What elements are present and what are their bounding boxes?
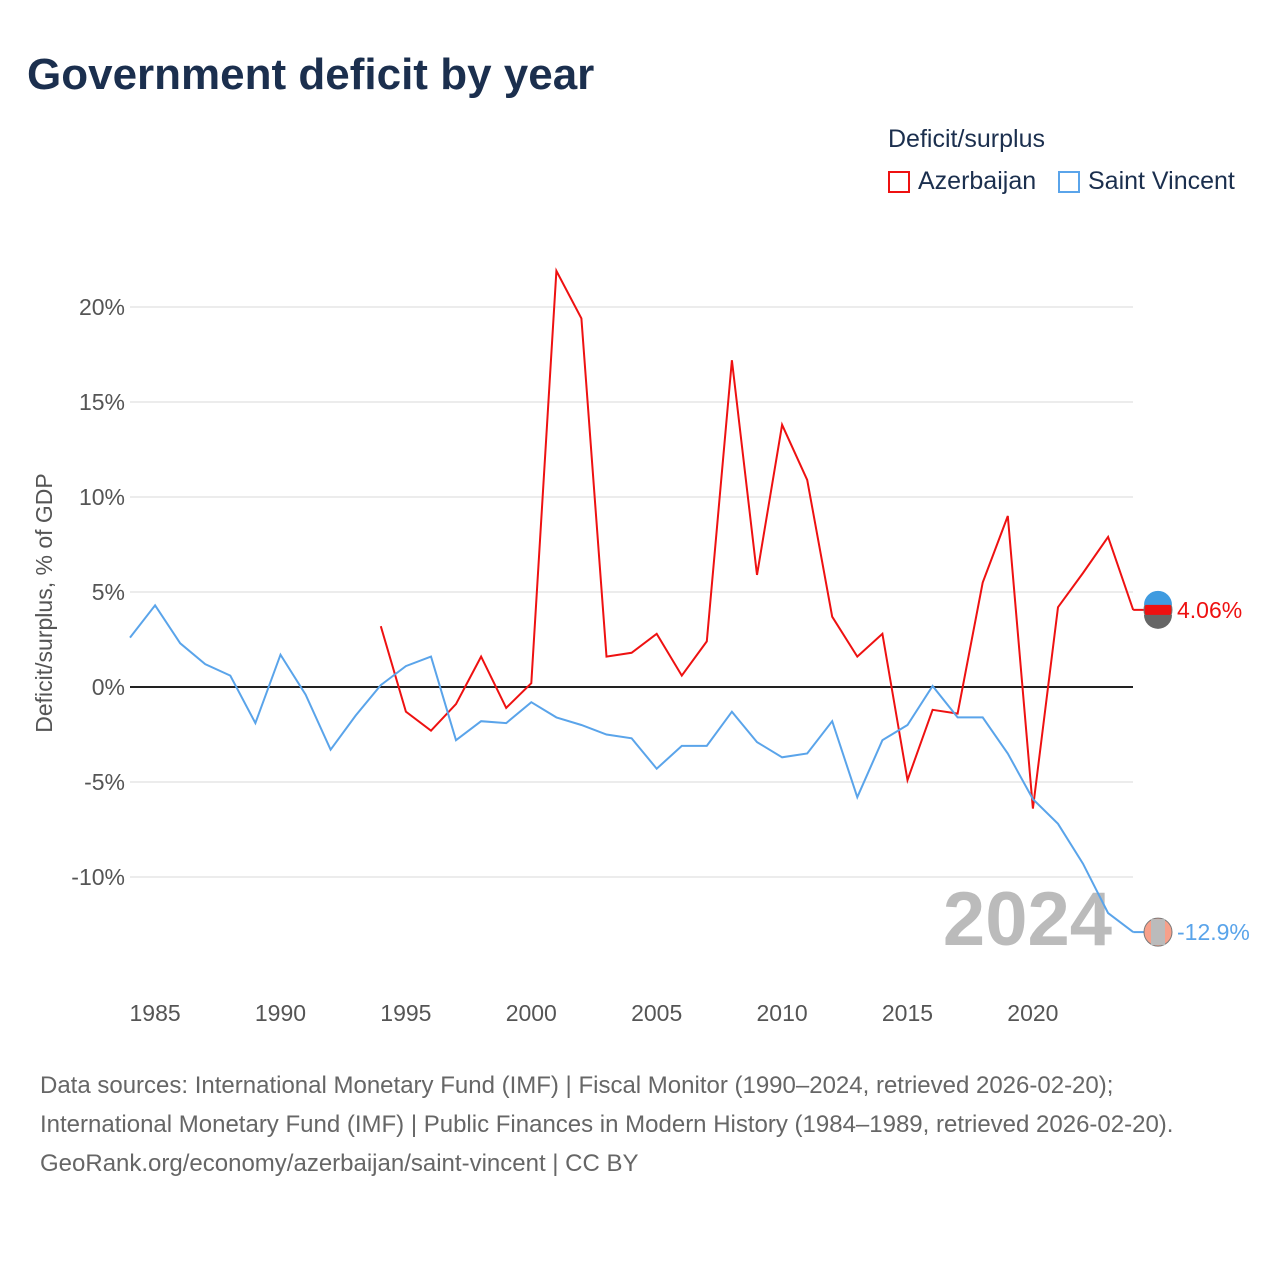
source-text: Data sources: International Monetary Fun… bbox=[40, 1072, 1174, 1138]
legend-label: Saint Vincent bbox=[1088, 167, 1235, 195]
series-line-saint-vincent bbox=[129, 603, 1134, 933]
x-tick-label: 1995 bbox=[380, 1000, 431, 1026]
legend-label: Azerbaijan bbox=[918, 167, 1037, 195]
legend-item-azerbaijan[interactable]: Azerbaijan bbox=[888, 167, 1036, 196]
flag-icon-stripe bbox=[1144, 590, 1172, 605]
y-tick-label: 5% bbox=[92, 579, 125, 605]
y-tick-label: 10% bbox=[79, 484, 125, 510]
y-axis-label: Deficit/surplus, % of GDP bbox=[31, 473, 57, 732]
chart-title: Government deficit by year bbox=[27, 50, 595, 99]
x-tick-label: 1985 bbox=[129, 1000, 180, 1026]
legend-item-saint-vincent[interactable]: Saint Vincent bbox=[1058, 167, 1235, 196]
x-tick-label: 2005 bbox=[631, 1000, 682, 1026]
y-tick-label: 0% bbox=[92, 674, 125, 700]
source-link[interactable]: GeoRank.org/economy/azerbaijan/saint-vin… bbox=[40, 1150, 639, 1177]
y-tick-label: 15% bbox=[79, 389, 125, 415]
legend-swatch bbox=[1058, 170, 1080, 193]
y-tick-label: -5% bbox=[84, 769, 125, 795]
x-tick-label: 2015 bbox=[882, 1000, 933, 1026]
x-tick-label: 1990 bbox=[255, 1000, 306, 1026]
source-note: Data sources: International Monetary Fun… bbox=[40, 1066, 1240, 1183]
end-value-label: 4.06% bbox=[1177, 597, 1242, 623]
flag-icon-stripe bbox=[1144, 614, 1172, 629]
flag-icon-stripe bbox=[1151, 919, 1165, 946]
y-tick-label: 20% bbox=[79, 294, 125, 320]
x-tick-label: 2010 bbox=[756, 1000, 807, 1026]
end-value-label: -12.9% bbox=[1177, 919, 1250, 945]
year-label: 2024 bbox=[943, 877, 1112, 962]
legend-swatch bbox=[888, 170, 910, 193]
x-tick-label: 2020 bbox=[1007, 1000, 1058, 1026]
x-tick-label: 2000 bbox=[506, 1000, 557, 1026]
y-tick-label: -10% bbox=[71, 864, 125, 890]
legend-title: Deficit/surplus bbox=[888, 125, 1045, 153]
series-line-azerbaijan bbox=[379, 267, 1135, 809]
